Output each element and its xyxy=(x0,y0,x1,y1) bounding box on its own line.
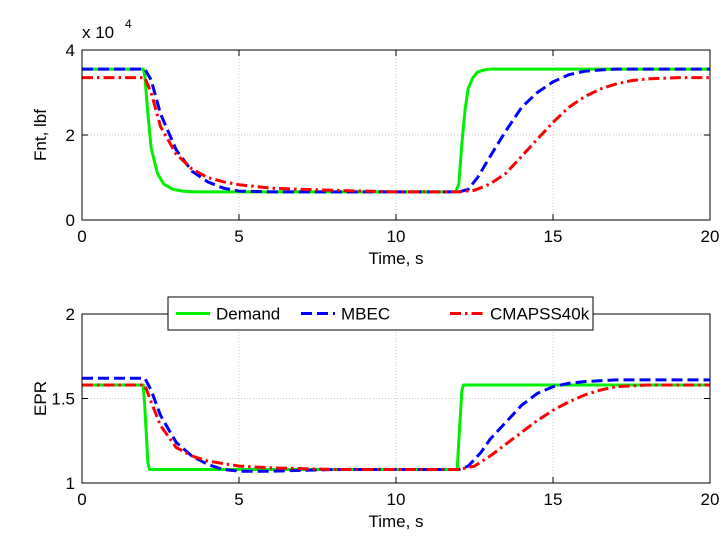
series-group xyxy=(82,67,710,194)
y-tick-label: 0 xyxy=(66,211,75,230)
y-axis-label: EPR xyxy=(31,381,50,416)
x-tick-label: 5 xyxy=(234,227,243,246)
x-tick-label: 15 xyxy=(544,227,563,246)
y-multiplier-exponent: 4 xyxy=(125,17,132,31)
y-multiplier-label: x 10 xyxy=(82,23,114,42)
y-tick-label: 2 xyxy=(66,126,75,145)
series-line-cmapss40k xyxy=(82,383,710,471)
series-line-cmapss40k xyxy=(82,76,710,194)
legend-label-demand: Demand xyxy=(216,305,280,324)
legend-label-cmapss40k: CMAPSS40k xyxy=(490,305,590,324)
series-group xyxy=(82,376,710,473)
x-tick-label: 10 xyxy=(387,490,406,509)
x-tick-label: 20 xyxy=(701,490,720,509)
x-tick-label: 15 xyxy=(544,490,563,509)
x-tick-label: 0 xyxy=(77,227,86,246)
legend-label-mbec: MBEC xyxy=(341,305,390,324)
epr-panel: 0 5 10 15 20 1 1.5 2 Time, s EPR Demand MBEC CMAPSS4… xyxy=(31,296,720,531)
legend: Demand MBEC CMAPSS40k xyxy=(167,296,594,331)
y-tick-label: 1.5 xyxy=(51,390,75,409)
y-tick-label: 4 xyxy=(66,41,75,60)
x-tick-label: 0 xyxy=(77,490,86,509)
x-tick-label: 20 xyxy=(701,227,720,246)
x-tick-label: 5 xyxy=(234,490,243,509)
y-tick-label: 1 xyxy=(66,474,75,493)
thrust-panel: 0 5 10 15 20 0 2 4 Time, s Fnt, lbf x 10 4 xyxy=(31,17,719,268)
series-line-mbec xyxy=(82,67,710,194)
y-axis-label: Fnt, lbf xyxy=(31,109,50,161)
legend-box xyxy=(167,296,594,331)
x-axis-label: Time, s xyxy=(368,249,423,268)
x-tick-label: 10 xyxy=(387,227,406,246)
x-axis-label: Time, s xyxy=(368,512,423,531)
y-tick-label: 2 xyxy=(66,305,75,324)
